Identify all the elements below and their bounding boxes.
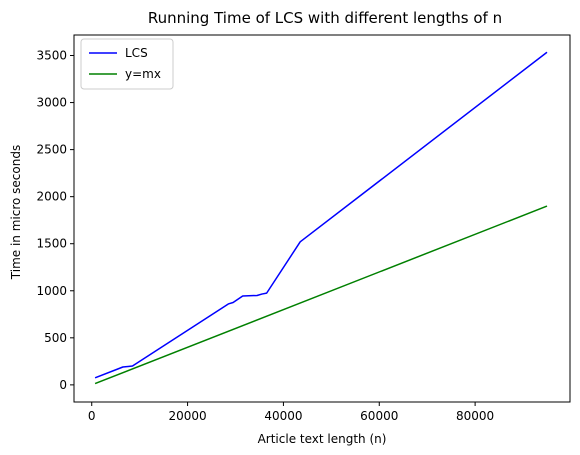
y-tick-label: 1500 — [36, 237, 67, 251]
y-axis-label: Time in micro seconds — [9, 145, 23, 280]
y-tick-label: 2500 — [36, 143, 67, 157]
legend-label-0: LCS — [125, 46, 148, 60]
y-tick-label: 3500 — [36, 49, 67, 63]
x-tick-label: 0 — [88, 409, 96, 423]
y-tick-label: 2000 — [36, 190, 67, 204]
chart-title: Running Time of LCS with different lengt… — [148, 9, 502, 27]
x-axis-label: Article text length (n) — [258, 432, 387, 446]
x-tick-label: 20000 — [168, 409, 206, 423]
y-tick-label: 3000 — [36, 96, 67, 110]
plot-background — [74, 35, 570, 402]
x-axis: 20000 40000 60000 80000 0 — [88, 402, 494, 423]
y-axis: 0 500 1000 1500 2000 2500 3000 3500 — [36, 49, 74, 392]
plot-frame — [73, 34, 571, 403]
y-tick-label: 0 — [59, 378, 67, 392]
y-tick-label: 500 — [44, 331, 67, 345]
series-line-0 — [94, 51, 548, 379]
legend-box — [80, 38, 174, 90]
legend-label-1: y=mx — [125, 67, 161, 81]
x-tick-label: 80000 — [456, 409, 494, 423]
x-tick-label: 40000 — [264, 409, 302, 423]
series-line-1 — [94, 205, 548, 385]
legend: LCS y=mx — [80, 38, 174, 90]
series-layer — [94, 51, 548, 385]
plot-area: 20000 40000 60000 80000 0 0 500 1000 1500 2000 25… — [36, 34, 571, 423]
x-tick-label: 60000 — [360, 409, 398, 423]
y-tick-label: 1000 — [36, 284, 67, 298]
